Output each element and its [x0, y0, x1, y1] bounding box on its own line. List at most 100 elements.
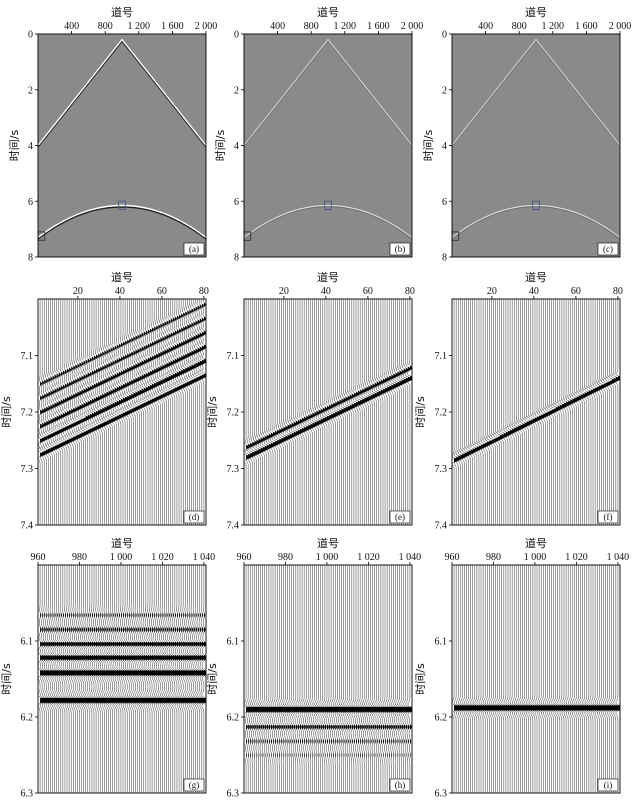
wiggle-trace [201, 299, 206, 525]
wiggle-trace [270, 565, 278, 793]
wiggle-trace [574, 565, 582, 793]
wiggle-trace [68, 565, 77, 793]
wiggle-fill [42, 642, 45, 647]
wiggle-fill [349, 725, 352, 730]
wiggle-trace [290, 299, 299, 525]
wiggle-trace [176, 299, 184, 525]
wiggle-trace [81, 299, 89, 525]
wiggle-fill [195, 670, 200, 676]
wiggle-trace [102, 565, 110, 793]
wiggle-trace [489, 299, 497, 525]
wiggle-trace [135, 299, 143, 525]
wiggle-trace [375, 299, 384, 525]
wiggle-trace [559, 299, 568, 525]
wiggle-trace [274, 299, 283, 525]
wiggle-fill [56, 670, 61, 676]
x-tick-label: 1 040 [399, 552, 422, 563]
wiggle-trace [407, 565, 412, 793]
wiggle-trace [189, 565, 197, 793]
wiggle-trace [64, 299, 72, 525]
x-tick-label: 60 [571, 286, 581, 297]
wiggle-trace [364, 565, 372, 793]
wiggle-trace [378, 299, 386, 525]
wiggle-trace [530, 565, 538, 793]
wiggle-trace [257, 299, 266, 525]
wiggle-trace [62, 565, 70, 793]
wiggle-fill [139, 390, 144, 395]
wiggle-trace [511, 565, 520, 793]
wiggle-fill [306, 725, 308, 730]
wiggle-trace [569, 565, 578, 793]
wiggle-fill [260, 725, 263, 730]
wiggle-trace [272, 299, 281, 525]
wiggle-trace [149, 299, 158, 525]
y-tick-label: 6.2 [435, 713, 448, 724]
wiggle-trace [60, 299, 68, 525]
wiggle-fill [170, 642, 173, 647]
wiggle-trace [172, 299, 180, 525]
wiggle-trace [400, 299, 409, 525]
wiggle-trace [262, 565, 270, 793]
wiggle-fill [118, 642, 122, 647]
wiggle-trace [472, 565, 480, 793]
x-tick-label: 400 [64, 21, 79, 32]
y-tick-label: 0 [442, 30, 447, 41]
wiggle-fill [118, 670, 123, 676]
wiggle-trace [347, 565, 355, 793]
wiggle-trace [174, 565, 182, 793]
y-tick-label: 7.4 [435, 521, 448, 532]
wiggle-fill [164, 670, 169, 676]
wiggle-fill [112, 403, 117, 408]
wiggle-fill [166, 377, 171, 382]
x-tick-label: 980 [486, 552, 501, 563]
wiggle-fill [150, 642, 153, 647]
wiggle-fill [73, 670, 78, 676]
y-tick-label: 7.1 [227, 351, 240, 362]
wiggle-trace [482, 299, 490, 525]
wiggle-trace [511, 299, 520, 525]
wiggle-fill [98, 670, 103, 676]
wiggle-trace [126, 565, 135, 793]
wiggle-trace [180, 299, 189, 525]
wiggle-trace [247, 565, 256, 793]
wiggle-trace [249, 565, 258, 793]
wiggle-fill [195, 642, 198, 647]
wiggle-fill [362, 725, 364, 730]
x-tick-label: 20 [279, 286, 289, 297]
wiggle-trace [582, 565, 590, 793]
wiggle-fill [46, 670, 51, 676]
wiggle-trace [540, 565, 549, 793]
wiggle-trace [153, 299, 162, 525]
wiggle-trace [252, 565, 260, 793]
wiggle-trace [270, 299, 279, 525]
wiggle-fill [79, 642, 82, 647]
wiggle-trace [390, 299, 399, 525]
wiggle-fill [96, 670, 101, 676]
wiggle-trace [253, 299, 262, 525]
y-tick-label: 4 [28, 141, 33, 152]
wiggle-trace [361, 299, 370, 525]
wiggle-trace [594, 299, 602, 525]
wiggle-trace [403, 565, 411, 793]
wiggle-fill [316, 725, 319, 730]
wiggle-fill [150, 670, 155, 676]
panel-label: (g) [189, 780, 200, 790]
wiggle-fill [120, 670, 126, 676]
wiggle-fill [201, 642, 204, 647]
wiggle-trace [460, 565, 468, 793]
wiggle-trace [184, 299, 193, 525]
hyperbolic-event-line [244, 204, 412, 238]
wiggle-trace [536, 299, 544, 525]
wiggle-trace [380, 299, 389, 525]
wiggle-trace [332, 299, 341, 525]
wiggle-trace [332, 565, 341, 793]
wiggle-trace [476, 565, 484, 793]
wiggle-fill [143, 388, 148, 393]
wiggle-fill [199, 361, 204, 366]
wiggle-trace [289, 565, 297, 793]
wiggle-trace [133, 565, 141, 793]
wiggle-trace [453, 565, 462, 793]
wiggle-trace [501, 565, 509, 793]
wiggle-trace [495, 299, 503, 525]
wiggle-fill [279, 725, 281, 730]
